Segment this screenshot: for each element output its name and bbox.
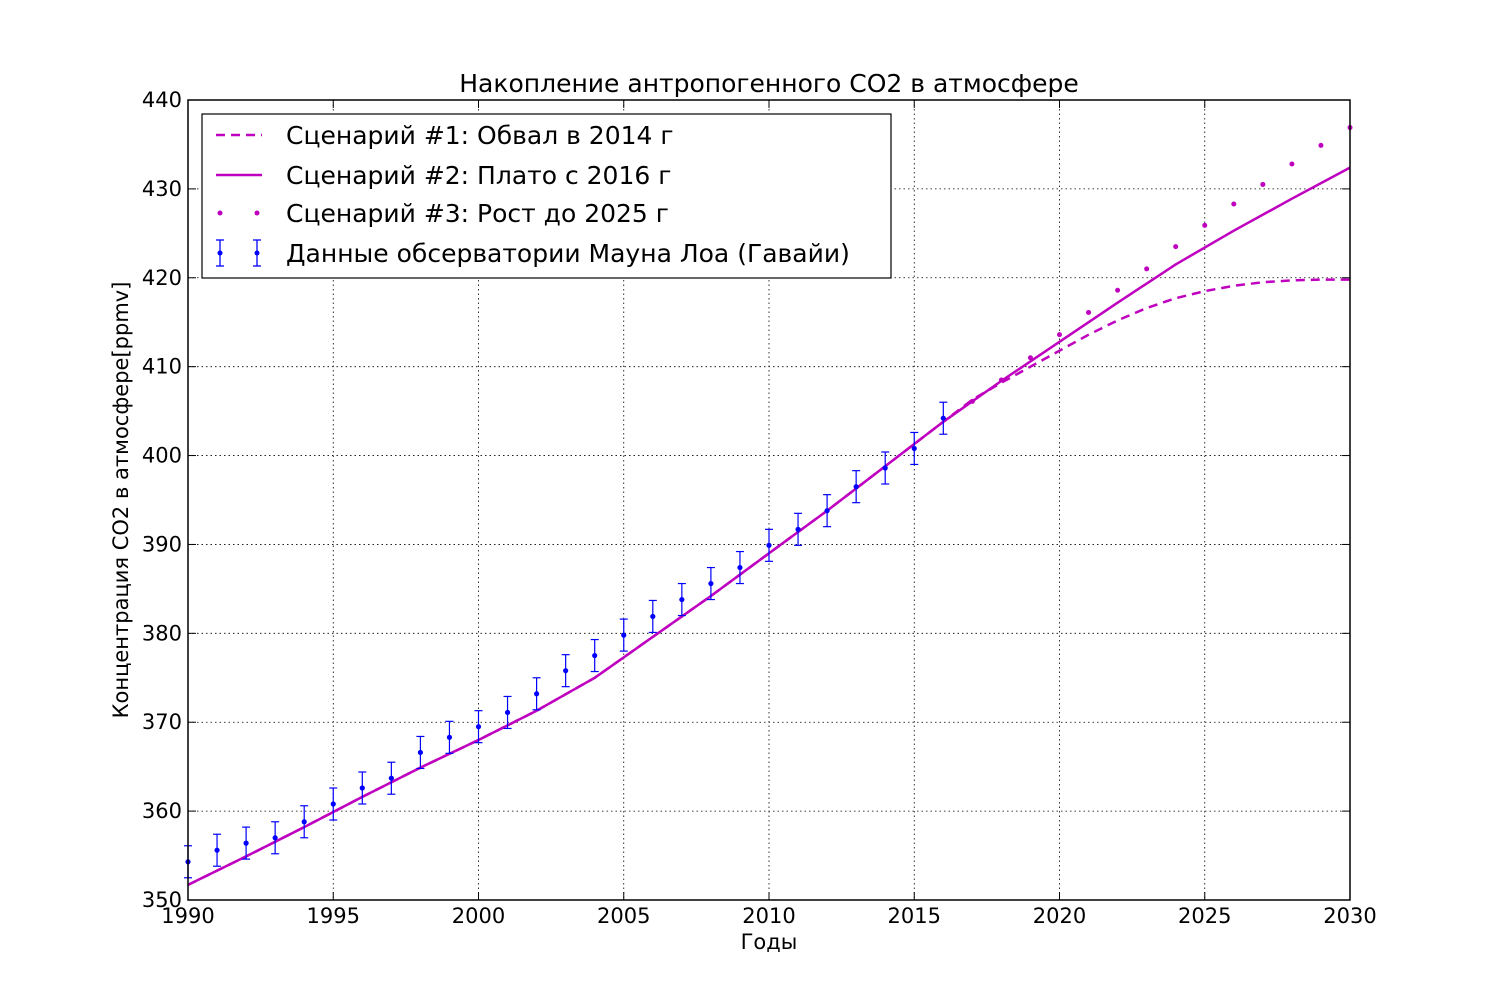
- series-point-s3: [998, 377, 1004, 383]
- x-tick-label: 1995: [307, 904, 360, 928]
- axis-ticks: 1990 1995 2000 2005 2010 2015 2020 2025 2030 350 3…: [142, 88, 1377, 928]
- observation-point: [619, 618, 628, 652]
- observation-point: [794, 512, 803, 546]
- y-tick-label: 420: [142, 266, 182, 290]
- observation-point: [765, 528, 773, 562]
- observation-marker: [388, 775, 394, 781]
- observation-point: [213, 833, 222, 867]
- y-tick-label: 430: [142, 177, 182, 201]
- observation-marker: [417, 749, 423, 756]
- observation-marker: [824, 508, 830, 514]
- legend-box: [201, 113, 892, 279]
- observation-marker: [534, 691, 540, 697]
- observation-point: [561, 654, 570, 688]
- legend-swatch-obs: [216, 239, 261, 267]
- plot-area: [184, 125, 1353, 887]
- observation-point: [300, 805, 309, 839]
- observation-marker: [272, 835, 278, 841]
- series-point-s3: [1144, 266, 1150, 272]
- observation-point: [910, 431, 919, 466]
- observation-point: [939, 401, 948, 435]
- observation-point: [474, 710, 483, 744]
- x-tick-label: 2005: [597, 904, 650, 928]
- series-point-s3: [1289, 161, 1295, 167]
- series-point-s3: [969, 398, 975, 404]
- series-point-s3: [1057, 332, 1062, 338]
- observation-marker: [708, 580, 714, 587]
- observation-marker: [940, 415, 946, 421]
- series-point-s3: [1202, 222, 1208, 228]
- legend-label-obs: Данные обсерватории Мауна Лоа (Гавайи): [286, 239, 850, 268]
- legend-swatch-s3-a: [217, 210, 223, 216]
- legend-label-s1: Сценарий #1: Обвал в 2014 г: [286, 121, 674, 150]
- observation-point: [358, 771, 367, 805]
- legend-label-s2: Сценарий #2: Плато с 2016 г: [286, 161, 671, 190]
- y-tick-label: 350: [142, 888, 182, 912]
- observation-point: [329, 787, 338, 821]
- y-tick-label: 380: [142, 621, 182, 645]
- observation-marker: [504, 709, 511, 716]
- observation-point: [416, 735, 425, 770]
- observation-marker: [795, 526, 801, 532]
- x-tick-label: 2025: [1178, 904, 1231, 928]
- observation-point: [706, 566, 715, 601]
- chart-title: Накопление антропогенного CO2 в атмосфер…: [459, 69, 1079, 98]
- observation-point: [823, 494, 832, 528]
- observation-marker: [330, 801, 336, 807]
- x-tick-label: 2000: [452, 904, 505, 928]
- observation-point: [677, 582, 686, 617]
- observation-marker: [475, 724, 482, 730]
- observation-marker: [446, 734, 453, 740]
- observation-marker: [563, 668, 569, 674]
- y-tick-label: 440: [142, 88, 182, 112]
- observation-point: [648, 599, 657, 634]
- y-tick-label: 410: [142, 355, 182, 379]
- observation-marker: [214, 847, 220, 853]
- legend: Сценарий #1: Обвал в 2014 г Сценарий #2:…: [201, 113, 892, 279]
- y-tick-label: 390: [142, 532, 182, 556]
- series-point-s3: [1115, 287, 1121, 293]
- y-axis-label: Концентрация CO2 в атмосфере[ppmv]: [109, 282, 133, 719]
- observation-point: [590, 638, 599, 673]
- observation-point: [852, 470, 861, 504]
- observation-point: [735, 550, 744, 585]
- observation-marker: [911, 445, 917, 452]
- observation-point: [881, 451, 890, 485]
- observation-marker: [650, 613, 656, 620]
- observation-marker: [621, 632, 627, 638]
- observation-marker: [766, 542, 772, 548]
- observation-marker: [243, 840, 249, 846]
- y-tick-label: 370: [142, 710, 182, 734]
- y-tick-label: 360: [142, 799, 182, 823]
- observation-marker: [679, 596, 685, 603]
- x-tick-label: 2020: [1033, 904, 1086, 928]
- observation-point: [503, 695, 512, 730]
- legend-label-s3: Сценарий #3: Рост до 2025 г: [286, 199, 669, 228]
- x-tick-label: 2015: [888, 904, 941, 928]
- observation-point: [445, 720, 454, 754]
- x-tick-label: 2030: [1323, 904, 1376, 928]
- x-tick-label: 2010: [742, 904, 795, 928]
- legend-swatch-s3-b: [254, 210, 260, 216]
- observation-point: [242, 826, 251, 860]
- observation-marker: [592, 652, 598, 659]
- observation-marker: [359, 785, 365, 791]
- observation-point: [387, 761, 396, 795]
- x-tick-label: 1990: [161, 904, 214, 928]
- series-point-s3: [1260, 181, 1266, 187]
- observation-point: [532, 677, 541, 711]
- observation-marker: [737, 564, 743, 571]
- observation-marker: [301, 819, 307, 825]
- series-point-s3: [1318, 142, 1324, 148]
- observation-marker: [882, 465, 888, 471]
- observation-point: [271, 821, 280, 855]
- series-point-s3: [1027, 355, 1033, 361]
- y-tick-label: 400: [142, 444, 182, 468]
- series-point-s3: [1173, 244, 1179, 250]
- series-point-s3: [1231, 201, 1237, 207]
- observation-marker: [853, 484, 859, 490]
- series-point-s3: [1086, 309, 1092, 315]
- x-axis-label: Годы: [741, 930, 798, 954]
